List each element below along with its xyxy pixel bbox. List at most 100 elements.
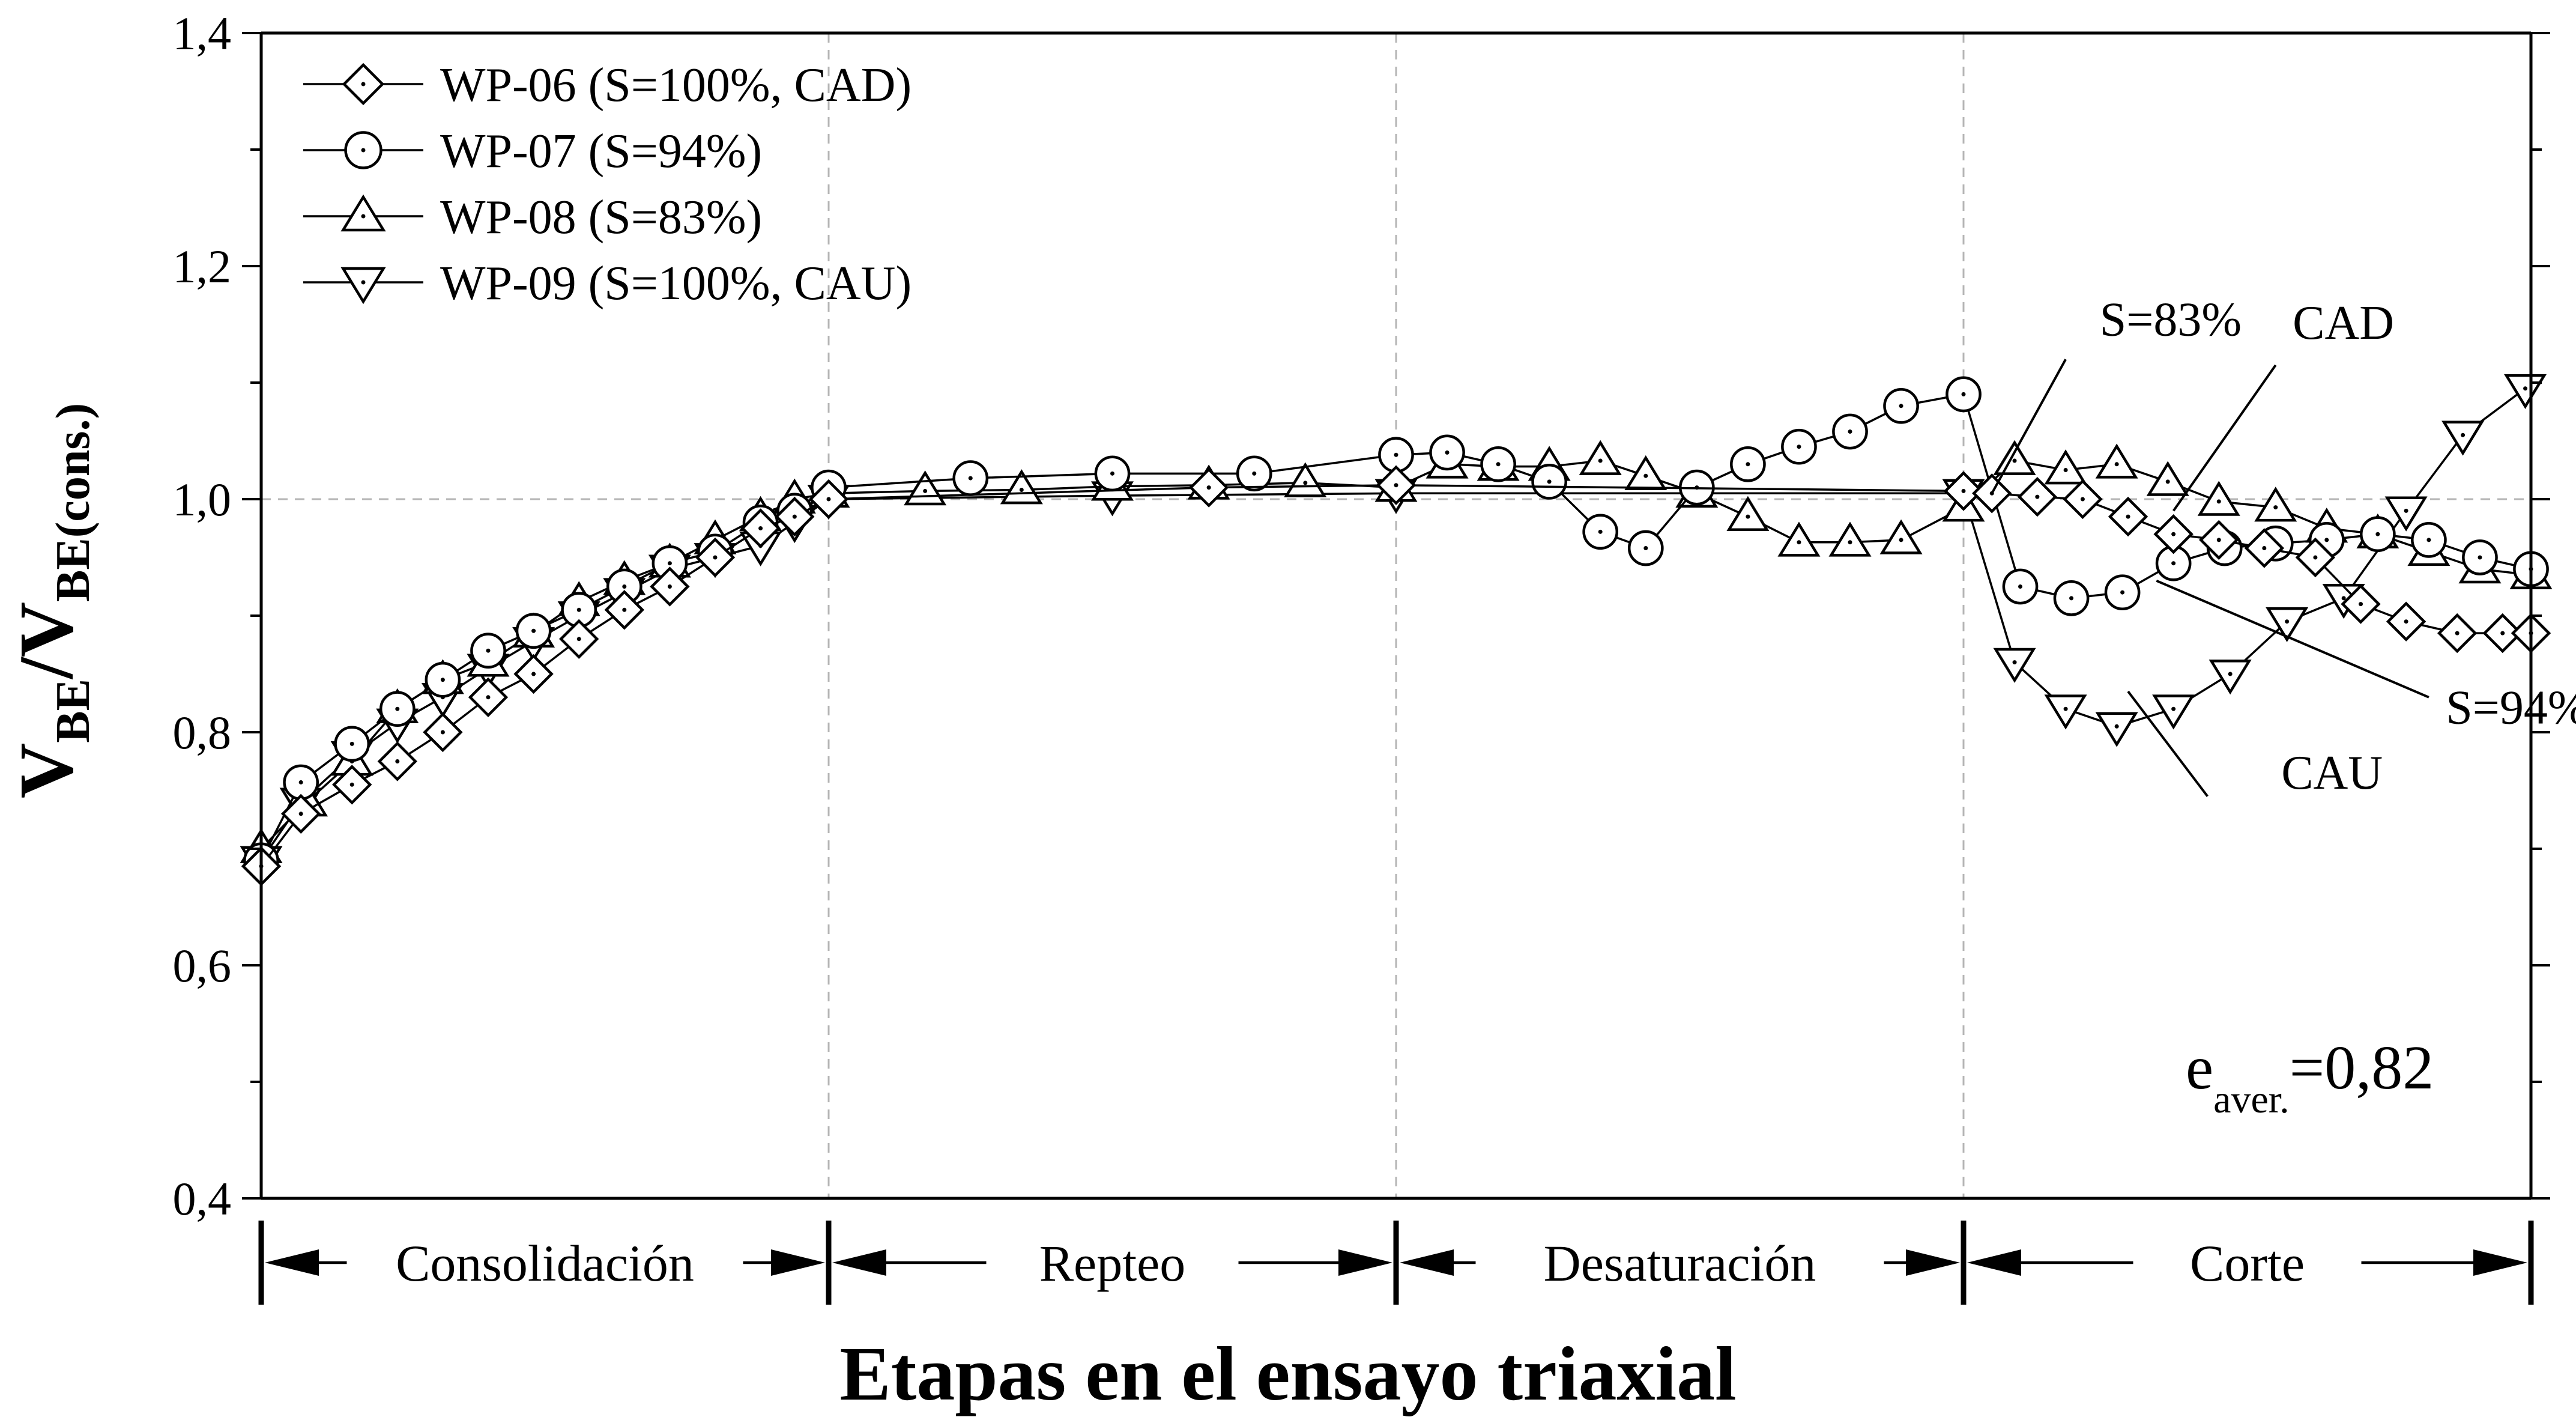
marker-center-dot [2171,532,2176,536]
data-point [775,496,815,537]
y-tick-label: 1,0 [173,473,232,526]
marker-triangle-up-shape [340,194,386,232]
marker-center-dot [1848,429,1852,434]
marker-center-dot [361,214,366,219]
data-point [1993,440,2036,475]
marker-triangle-up-shape [904,470,947,506]
data-point [1883,387,1919,424]
marker-center-dot [1394,452,1398,457]
data-point [1627,530,1664,566]
marker-triangle-up-shape [2095,443,2138,479]
marker-triangle-down-shape [2504,374,2547,410]
annotation: CAU [2127,690,2383,800]
marker-center-dot [440,678,445,682]
stage-bracket: Consolidación [265,1234,825,1292]
legend-item: WP-06 (S=100%, CAD) [303,59,912,112]
annotation-leader [2156,579,2429,699]
marker-center-dot [395,759,400,763]
marker-center-dot [1110,471,1114,476]
data-point [1777,521,1821,557]
marker-center-dot [2341,596,2346,601]
annotation: CAD [2172,297,2394,512]
marker-center-dot [2080,497,2085,502]
marker-center-dot [2165,479,2170,484]
y-tick-label: 0,6 [173,939,232,992]
data-point [2108,496,2148,537]
marker-center-dot [667,561,672,566]
stage-arrow-left [1400,1249,1454,1276]
data-point [2044,694,2087,730]
marker-center-dot [531,672,536,676]
data-point [1429,434,1465,471]
stage-arrow-right [1338,1249,1392,1276]
data-point [2295,537,2336,578]
legend-item: WP-09 (S=100%, CAU) [303,257,912,310]
marker-center-dot [395,706,400,711]
marker-center-dot [758,526,763,530]
stage-label: Desaturación [1544,1234,1816,1292]
marker-center-dot [1598,458,1603,463]
marker-triangle-up-shape [2197,481,2240,516]
legend-marker [340,194,386,232]
marker-center-dot [2063,706,2068,711]
marker-center-dot [2171,561,2176,566]
legend-label: WP-06 (S=100%, CAD) [440,59,912,112]
data-point [2482,613,2523,654]
data-point [695,537,736,578]
data-point [808,479,849,520]
y-tick-label: 0,4 [173,1173,232,1225]
stage-label: Repteo [1039,1234,1186,1292]
data-point [2095,712,2138,747]
stage-arrow-left [832,1249,886,1276]
marker-triangle-down-shape [2266,607,2309,643]
data-point [1943,471,1984,511]
data-point [2360,516,2396,553]
marker-triangle-up-shape [1000,469,1043,505]
marker-center-dot [667,584,672,589]
legend-marker [342,62,385,106]
marker-center-dot [1746,462,1750,467]
marker-center-dot [1206,485,1211,490]
marker-center-dot [923,488,928,493]
annotation-label: CAD [2293,297,2394,350]
marker-center-dot [361,148,366,153]
marker-center-dot [486,648,491,653]
data-point [952,460,989,496]
marker-center-dot [1899,404,1903,408]
annotation: S=83% [1991,293,2242,494]
y-tick-label: 0,8 [173,706,232,759]
data-point [2063,479,2103,520]
annotation-label: S=94% [2446,681,2576,734]
marker-center-dot [2114,462,2119,467]
data-point [1378,437,1414,473]
marker-triangle-up-shape [1879,519,1923,554]
data-point [1188,467,1229,508]
marker-center-dot [1445,450,1450,455]
stage-bracket: Desaturación [1400,1234,1960,1292]
data-point [650,566,690,607]
data-point [334,726,370,762]
marker-center-dot [531,628,536,633]
data-point [2044,449,2087,485]
data-point [2266,607,2309,643]
annotation-leader [2127,690,2209,797]
marker-center-dot [1303,481,1308,485]
marker-center-dot [440,730,445,735]
marker-center-dot [2262,545,2267,550]
data-point [423,712,463,753]
marker-triangle-up-shape [1624,455,1667,491]
marker-center-dot [2478,555,2482,560]
marker-center-dot [1598,529,1603,534]
marker-center-dot [1547,479,1552,484]
marker-center-dot [1019,487,1024,492]
marker-center-dot [2063,468,2068,472]
y-tick-labels: 0,4 0,6 0,8 1,0 1,2 1,4 [173,7,232,1225]
marker-center-dot [2126,514,2130,519]
annotation-label: CAU [2281,747,2383,800]
marker-center-dot [2069,596,2074,601]
y-axis-title: VBE/VBE(cons.) [4,403,100,798]
marker-triangle-up-shape [2146,461,2189,496]
marker-triangle-down-shape [1993,648,2036,683]
marker-center-dot [2313,555,2318,560]
